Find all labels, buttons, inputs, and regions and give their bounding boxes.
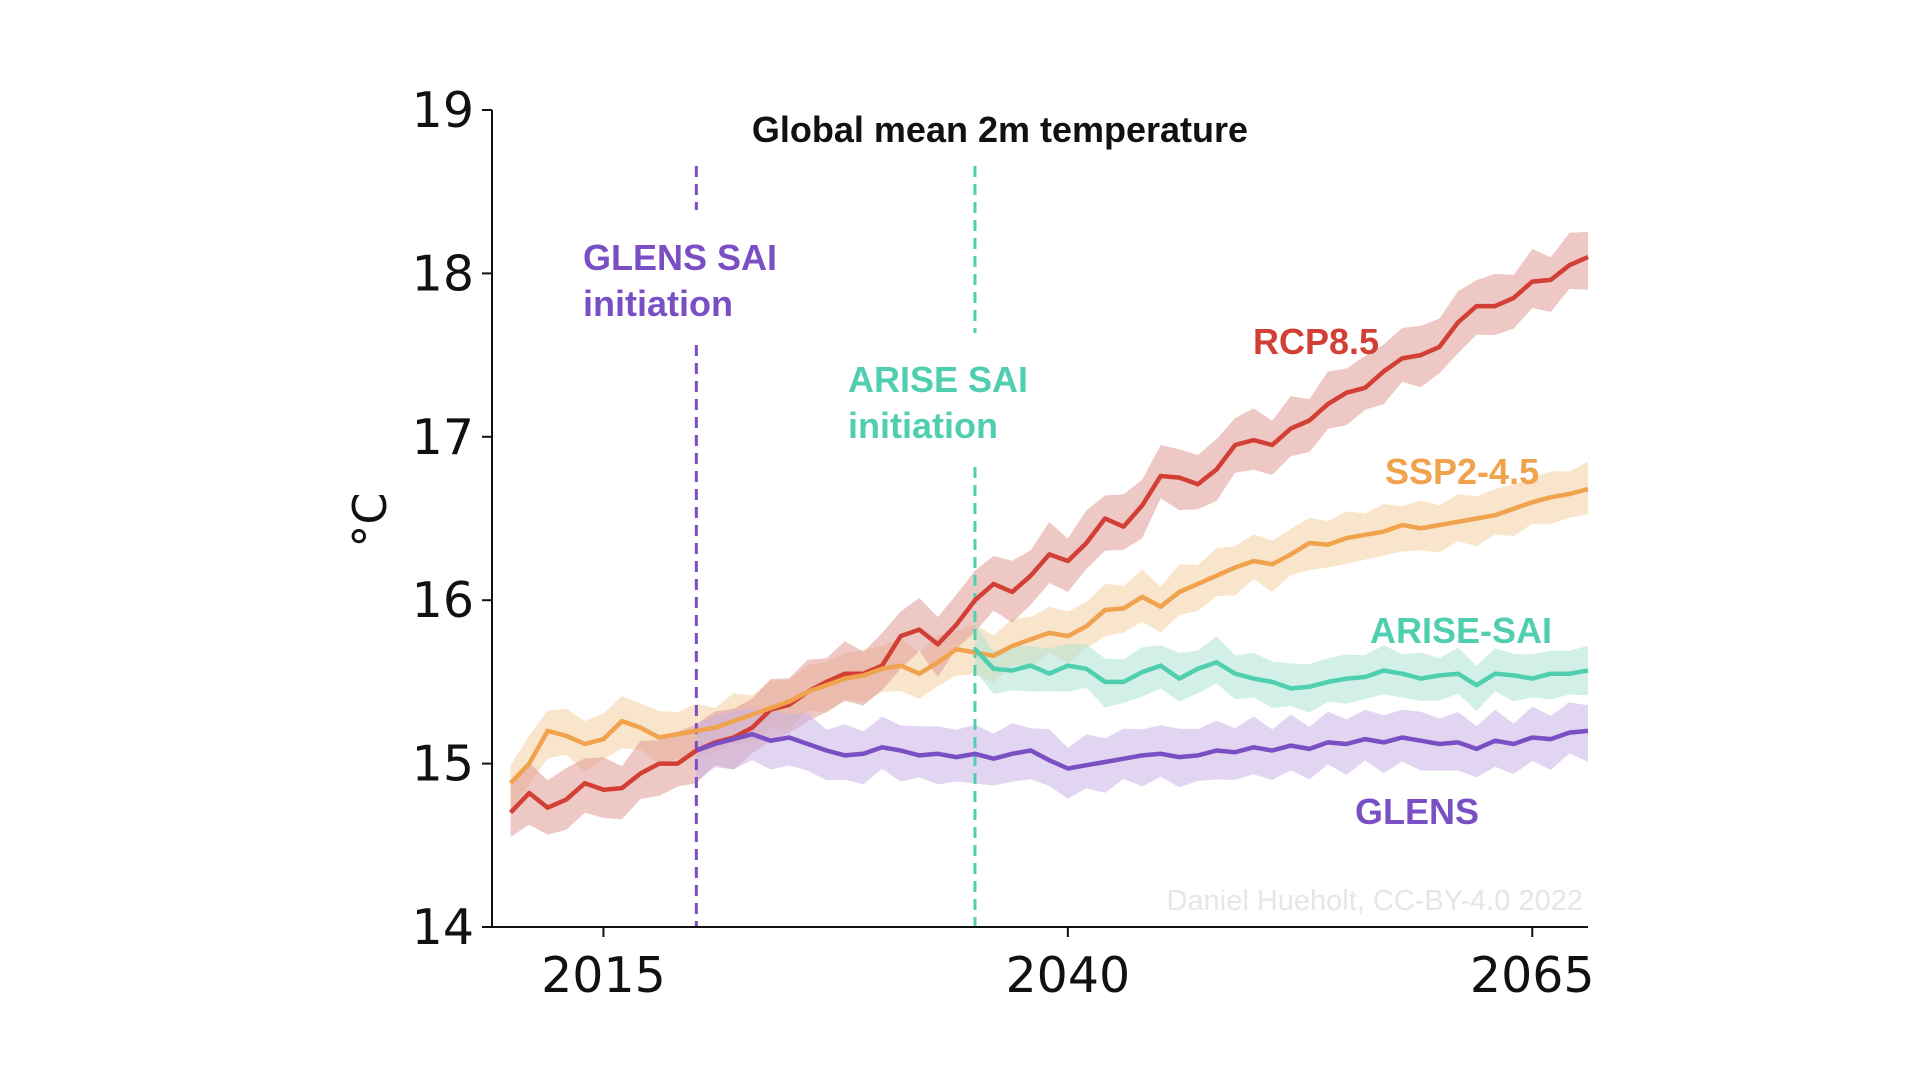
glens-label: GLENS [1355, 791, 1479, 832]
glens-sai-label: GLENS SAI [583, 237, 777, 278]
tick-labels: 14 15 16 17 18 19 2015 2040 2065 [412, 82, 1595, 1004]
rcp8-5-label: RCP8.5 [1253, 321, 1379, 362]
x-tick-label: 2065 [1470, 947, 1595, 1004]
y-tick-label: 17 [412, 409, 474, 466]
x-tick-label: 2015 [541, 947, 666, 1004]
initiation-lines [694, 166, 977, 927]
y-tick-label: 19 [412, 82, 474, 139]
y-tick-label: 18 [412, 245, 474, 302]
uncertainty-bands [510, 231, 1589, 837]
arise-sai-label: ARISE SAI [848, 359, 1028, 400]
arise-sai-line [973, 647, 1589, 691]
rcp8-5-line [508, 255, 1589, 815]
y-tick-label: 16 [412, 572, 474, 629]
y-tick-label: 15 [412, 736, 474, 793]
axes [491, 110, 1588, 928]
y-axis-label: °C [343, 492, 397, 547]
y-tick-label: 14 [412, 899, 474, 956]
series-lines [508, 255, 1589, 815]
rcp8-5-spread-band [510, 231, 1589, 837]
credit-text: Daniel Hueholt, CC-BY-4.0 2022 [1167, 885, 1583, 917]
glens-line [695, 728, 1589, 771]
ssp2-4-5-line [508, 486, 1589, 785]
arise-sai-label-line2: initiation [848, 405, 998, 446]
ssp2-4-5-label: SSP2-4.5 [1385, 451, 1539, 492]
chart-title: Global mean 2m temperature [752, 109, 1248, 150]
arise-sai-label: ARISE-SAI [1370, 610, 1552, 651]
arise-sai-spread-band [975, 623, 1588, 713]
x-tick-label: 2040 [1006, 947, 1131, 1004]
annotations: GLENS SAI initiation ARISE SAI initiation RC… [583, 237, 1552, 832]
glens-spread-band [696, 702, 1588, 799]
glens-sai-label-line2: initiation [583, 283, 733, 324]
